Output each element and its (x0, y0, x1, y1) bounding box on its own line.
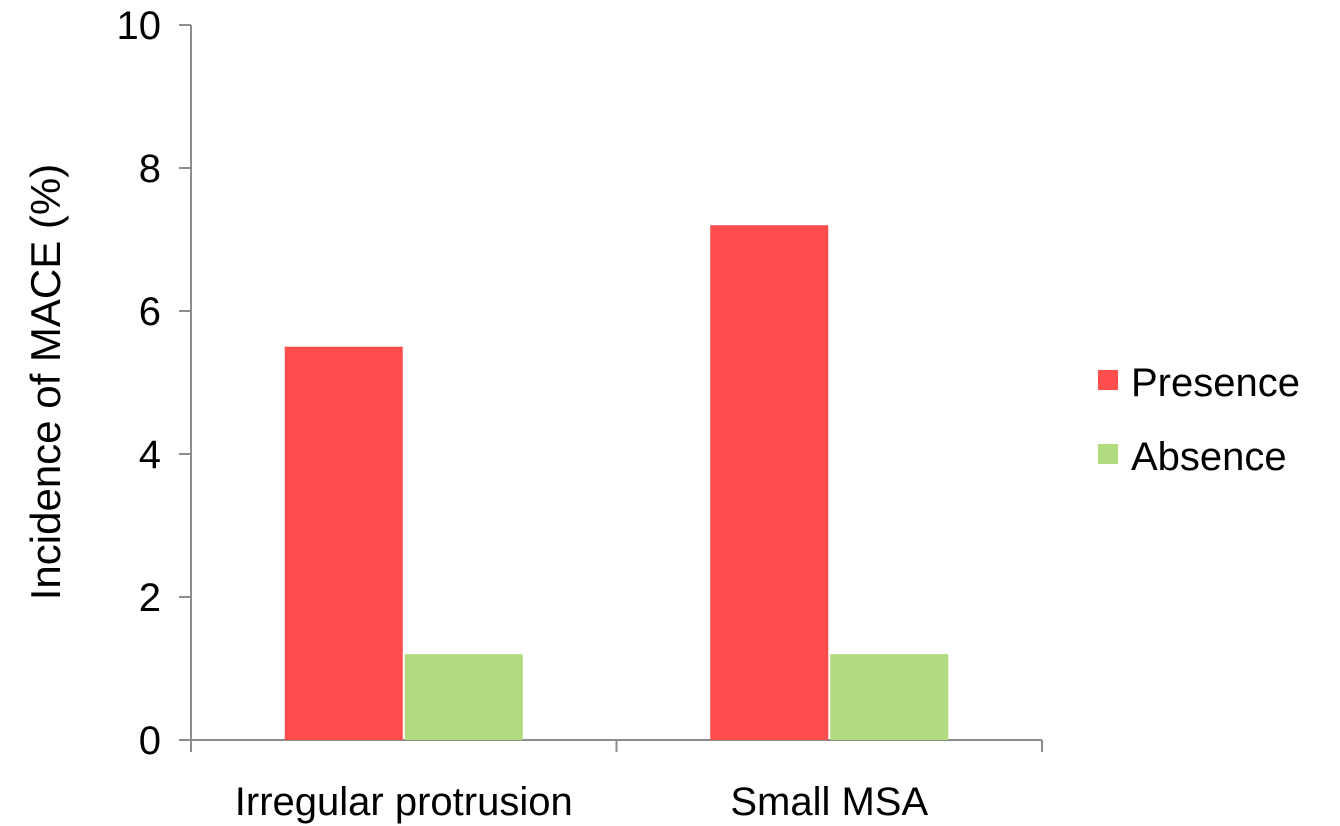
y-axis-title: Incidence of MACE (%) (22, 164, 69, 601)
x-tick-labels: Irregular protrusion Small MSA (235, 780, 929, 824)
y-tick-label: 8 (139, 147, 161, 191)
y-tick-label: 4 (139, 433, 161, 477)
x-axis (180, 739, 1043, 752)
y-tick-label: 0 (139, 719, 161, 763)
legend-label-absence: Absence (1131, 435, 1287, 479)
y-tick-label: 2 (139, 576, 161, 620)
legend-label-presence: Presence (1131, 361, 1300, 405)
bar-presence-0 (284, 346, 403, 740)
y-tick-label: 6 (139, 290, 161, 334)
y-tick-label: 10 (117, 4, 162, 48)
bar-presence-1 (710, 225, 829, 740)
legend-swatch-presence (1098, 370, 1118, 390)
y-tick-labels: 0 2 4 6 8 10 (117, 4, 162, 763)
legend-swatch-absence (1098, 444, 1118, 464)
x-tick-label: Irregular protrusion (235, 780, 573, 824)
x-tick-label: Small MSA (730, 780, 928, 824)
legend: Presence Absence (1098, 361, 1300, 479)
y-axis (179, 24, 192, 741)
bar-absence-1 (830, 654, 949, 740)
bar-absence-0 (404, 654, 523, 740)
bars (284, 225, 949, 740)
